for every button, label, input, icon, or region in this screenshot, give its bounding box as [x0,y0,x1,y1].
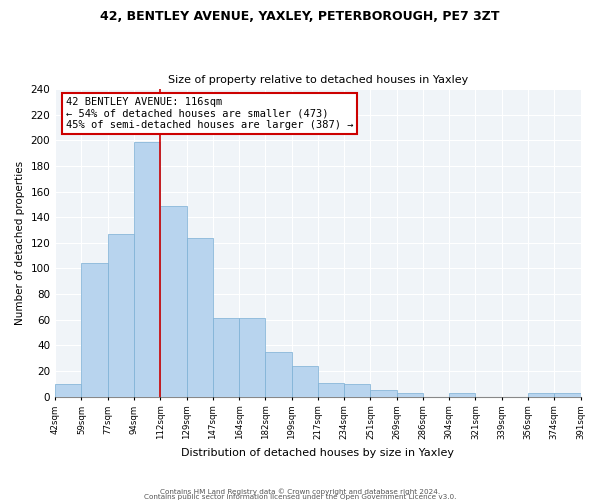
Bar [213,318,239,396]
Bar [370,390,397,396]
Title: Size of property relative to detached houses in Yaxley: Size of property relative to detached ho… [168,76,468,86]
Bar [528,393,554,396]
Bar [449,393,475,396]
Bar [265,352,292,397]
Bar [554,393,581,396]
Y-axis label: Number of detached properties: Number of detached properties [15,161,25,325]
Text: 42, BENTLEY AVENUE, YAXLEY, PETERBOROUGH, PE7 3ZT: 42, BENTLEY AVENUE, YAXLEY, PETERBOROUGH… [100,10,500,23]
Bar [292,366,318,396]
Text: Contains HM Land Registry data © Crown copyright and database right 2024.: Contains HM Land Registry data © Crown c… [160,488,440,495]
Text: Contains public sector information licensed under the Open Government Licence v3: Contains public sector information licen… [144,494,456,500]
Bar [239,318,265,396]
Text: 42 BENTLEY AVENUE: 116sqm
← 54% of detached houses are smaller (473)
45% of semi: 42 BENTLEY AVENUE: 116sqm ← 54% of detac… [65,96,353,130]
X-axis label: Distribution of detached houses by size in Yaxley: Distribution of detached houses by size … [181,448,454,458]
Bar [344,384,370,396]
Bar [134,142,160,396]
Bar [187,238,213,396]
Bar [82,264,108,396]
Bar [397,393,423,396]
Bar [160,206,187,396]
Bar [318,382,344,396]
Bar [55,384,82,396]
Bar [108,234,134,396]
